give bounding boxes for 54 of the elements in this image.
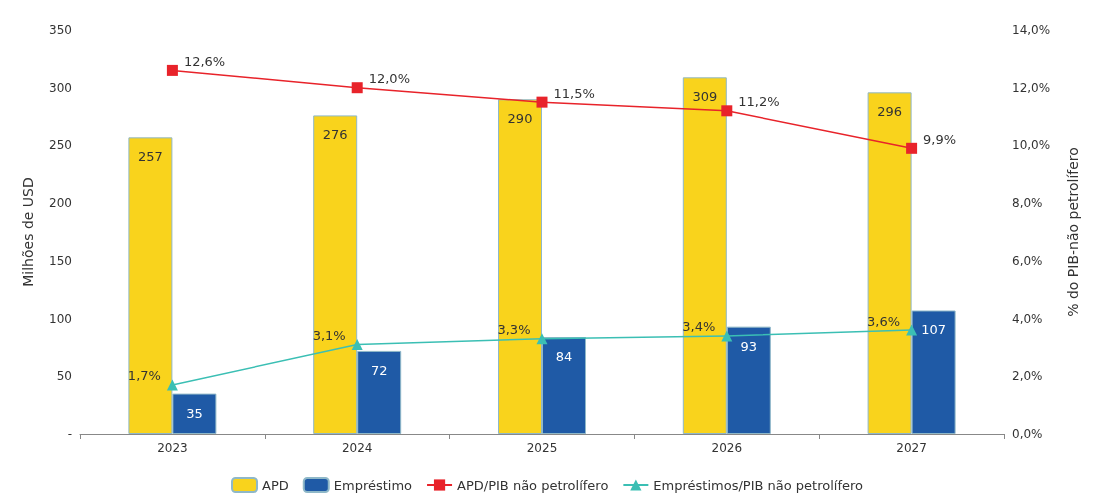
data-label: 12,6% <box>183 53 226 69</box>
y-tick-label: 150 <box>49 253 72 268</box>
legend-label: APD/PIB não petrolífero <box>457 477 609 493</box>
point <box>721 105 733 117</box>
legend-label: Empréstimos/PIB não petrolífero <box>653 477 864 493</box>
point <box>721 330 733 342</box>
point <box>166 64 178 76</box>
data-label: 296 <box>877 104 903 120</box>
point <box>351 339 363 351</box>
data-label: 72 <box>370 362 388 378</box>
data-label: 35 <box>186 405 203 421</box>
y2-tick-label: 4,0% <box>1012 311 1043 326</box>
point <box>536 333 548 345</box>
data-label: 276 <box>322 127 348 143</box>
y-tick-label: 200 <box>49 196 72 211</box>
data-label: 84 <box>555 349 573 365</box>
data-label: 11,2% <box>738 94 780 110</box>
y2-tick-label: 10,0% <box>1012 138 1051 153</box>
point <box>906 142 918 154</box>
data-label: 1,7% <box>127 368 161 384</box>
y2-axis-title: % do PIB-não petrolífero <box>1065 147 1081 317</box>
data-label: 93 <box>740 338 758 354</box>
y2-tick-label: 6,0% <box>1012 253 1043 268</box>
y2-tick-label: 0,0% <box>1012 427 1043 441</box>
point <box>351 82 363 94</box>
x-tick-label: 2023 <box>157 441 188 455</box>
data-label: 12,0% <box>368 71 411 87</box>
y-tick-label: 300 <box>49 80 72 95</box>
legend-label: Empréstimo <box>333 477 413 493</box>
y2-tick-label: 12,0% <box>1012 80 1051 95</box>
data-label: 309 <box>692 89 718 105</box>
y2-tick-label: 2,0% <box>1012 369 1043 384</box>
data-label: 290 <box>507 111 533 127</box>
data-label: 11,5% <box>553 85 595 101</box>
data-label: 9,9% <box>923 131 957 147</box>
y-tick-label: 100 <box>49 311 72 326</box>
point <box>906 324 918 336</box>
data-label: 107 <box>921 322 947 338</box>
legend-label: APD <box>262 477 289 493</box>
point <box>166 379 178 391</box>
x-tick-label: 2025 <box>526 441 558 455</box>
y-tick-label: 50 <box>56 369 72 384</box>
x-tick-label: 2026 <box>711 441 743 455</box>
y-axis-title: Milhões de USD <box>20 177 36 287</box>
y-tick-label: 350 <box>49 23 72 37</box>
y-tick-label: 250 <box>49 138 72 153</box>
x-tick-label: 2024 <box>341 441 373 455</box>
point <box>536 96 548 108</box>
y-tick-label: - <box>67 427 72 441</box>
y2-tick-label: 8,0% <box>1012 196 1043 211</box>
y2-tick-label: 14,0% <box>1012 23 1051 37</box>
data-label: 3,6% <box>867 313 901 329</box>
data-label: 257 <box>137 149 163 165</box>
x-tick-label: 2027 <box>896 441 927 455</box>
